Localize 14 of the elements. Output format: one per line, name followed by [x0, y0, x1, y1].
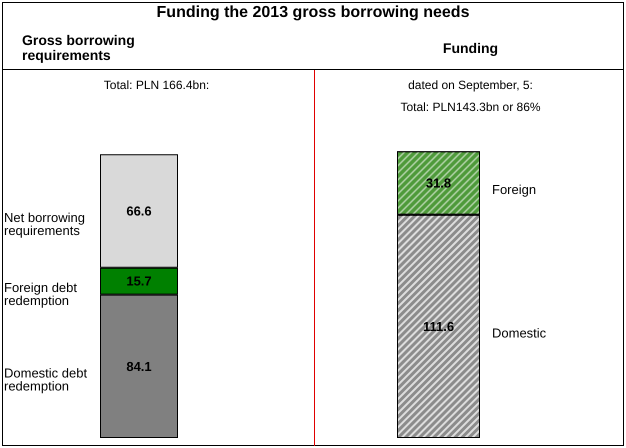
text: Funding the 2013 gross borrowing needs [156, 4, 470, 22]
data-label: 84.1 [126, 358, 152, 374]
series-label: Domestic [492, 325, 547, 340]
series-label: Foreign debt redemption [4, 280, 81, 308]
series-label: Foreign [492, 182, 536, 197]
chart-subtitle: Gross borrowing requirements [21, 31, 136, 65]
text: Total: PLN 166.4bn: [102, 77, 210, 94]
chart-title: Funding [442, 38, 500, 58]
data-label: 66.6 [126, 203, 152, 218]
data-label: 15.7 [126, 274, 152, 289]
series-label: Net borrowing requirements [4, 210, 89, 238]
series-label: Domestic debt redemption [4, 365, 91, 394]
text: Total: PLN143.3bn or 86% [399, 99, 542, 116]
text: dated on September, 5: [407, 77, 534, 94]
